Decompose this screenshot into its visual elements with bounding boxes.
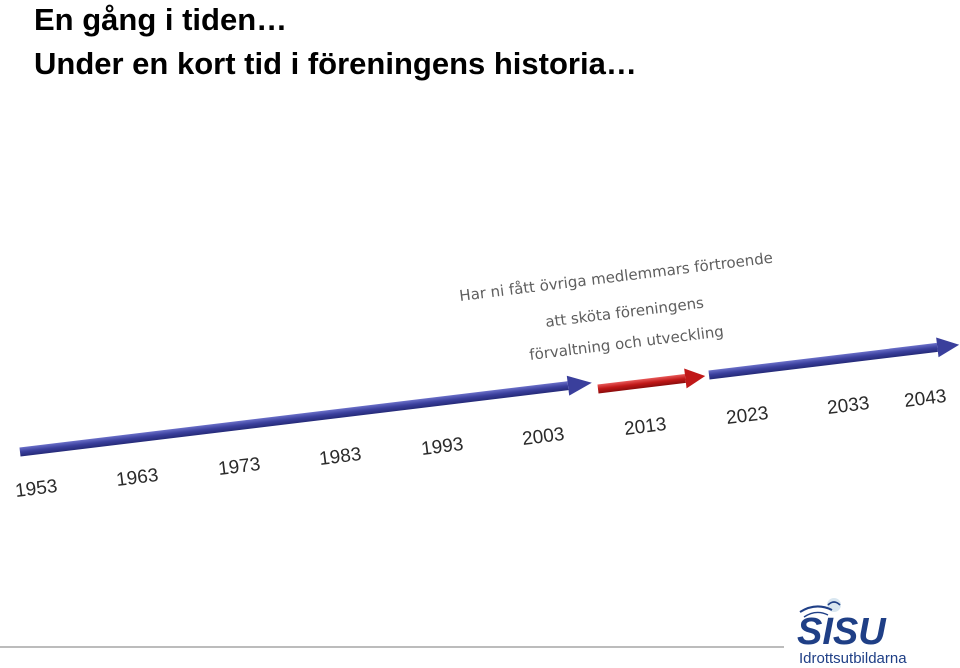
year-label: 2033 [826,393,871,419]
sisu-logo: SISU Idrottsutbildarna [797,598,907,667]
future-arrow [708,337,960,380]
slogan-line-2: att sköta föreningens [544,294,705,331]
year-label: 2023 [725,403,770,429]
slogan-line-1: Har ni fått övriga medlemmars förtroende [458,249,773,305]
year-label: 1983 [318,444,363,470]
year-label: 2003 [521,424,566,450]
sisu-logo-text: SISU [797,611,887,653]
ball-icon [799,598,841,618]
slide-title-line-2: Under en kort tid i föreningens historia… [34,46,637,81]
sisu-logo-subtitle: Idrottsutbildarna [799,650,907,667]
year-label: 1963 [115,465,160,491]
year-label: 1993 [420,434,465,460]
year-label: 2013 [623,414,668,440]
year-label: 1973 [217,454,262,480]
past-arrow [19,375,592,457]
slide-title-line-1: En gång i tiden… [34,2,288,37]
year-label: 2043 [903,386,948,412]
year-label: 1953 [14,476,59,502]
present-arrow [597,368,706,394]
